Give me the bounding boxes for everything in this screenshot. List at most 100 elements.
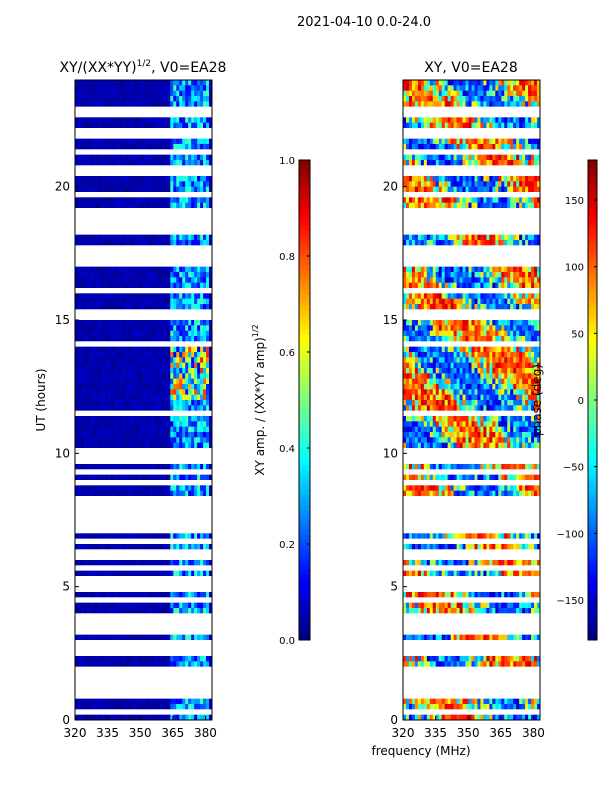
- heatmap-cell: [140, 538, 144, 545]
- heatmap-cell: [167, 581, 171, 588]
- heatmap-cell: [86, 474, 91, 481]
- heatmap-cell: [179, 464, 183, 470]
- heatmap-cell: [75, 432, 79, 438]
- heatmap-cell: [152, 634, 156, 641]
- heatmap-cell: [89, 634, 94, 641]
- heatmap-cell: [173, 506, 177, 513]
- heatmap-cell: [185, 165, 189, 172]
- heatmap-cell: [83, 250, 88, 257]
- heatmap-cell: [83, 80, 88, 86]
- heatmap-cell: [203, 378, 207, 385]
- heatmap-cell: [101, 240, 106, 246]
- heatmap-cell: [173, 128, 177, 134]
- heatmap-cell: [80, 149, 85, 156]
- heatmap-cell: [200, 378, 204, 385]
- heatmap-cell: [116, 117, 121, 124]
- heatmap-cell: [86, 576, 91, 582]
- heatmap-cell: [122, 608, 127, 614]
- heatmap-cell: [98, 202, 103, 209]
- heatmap-cell: [209, 250, 213, 257]
- heatmap-cell: [146, 629, 150, 636]
- heatmap-cell: [134, 544, 138, 550]
- heatmap-cell: [149, 405, 153, 412]
- heatmap-cell: [152, 202, 156, 209]
- heatmap-cell: [77, 384, 82, 390]
- heatmap-cell: [206, 256, 210, 262]
- heatmap-cell: [75, 149, 79, 156]
- heatmap-cell: [203, 474, 207, 481]
- heatmap-cell: [149, 490, 153, 497]
- heatmap-cell: [75, 197, 79, 204]
- heatmap-cell: [164, 181, 168, 188]
- heatmap-cell: [194, 613, 198, 620]
- heatmap-cell: [185, 138, 189, 145]
- heatmap-cell: [197, 352, 201, 358]
- heatmap-cell: [194, 266, 198, 273]
- heatmap-cell: [176, 314, 180, 321]
- heatmap-cell: [143, 613, 147, 620]
- heatmap-cell: [176, 197, 180, 204]
- heatmap-cell: [179, 512, 183, 518]
- heatmap-cell: [122, 272, 127, 278]
- heatmap-cell: [116, 181, 121, 188]
- heatmap-cell: [185, 341, 189, 348]
- heatmap-cell: [116, 186, 121, 193]
- heatmap-cell: [182, 437, 186, 444]
- heatmap-cell: [104, 453, 109, 460]
- heatmap-cell: [125, 229, 130, 236]
- heatmap-cell: [95, 298, 100, 305]
- heatmap-cell: [155, 309, 159, 316]
- heatmap-cell: [176, 256, 180, 262]
- heatmap-cell: [77, 517, 82, 524]
- heatmap-cell: [209, 112, 213, 118]
- heatmap-cell: [125, 442, 130, 449]
- heatmap-cell: [104, 112, 109, 118]
- heatmap-cell: [101, 85, 106, 92]
- heatmap-cell: [140, 213, 144, 220]
- heatmap-cell: [92, 384, 97, 390]
- heatmap-cell: [131, 330, 135, 337]
- heatmap-cell: [191, 464, 195, 470]
- heatmap-cell: [194, 645, 198, 652]
- heatmap-cell: [95, 352, 100, 358]
- heatmap-cell: [146, 240, 150, 246]
- heatmap-cell: [125, 469, 130, 476]
- heatmap-cell: [170, 208, 174, 214]
- heatmap-cell: [140, 368, 144, 374]
- heatmap-cell: [83, 197, 88, 204]
- heatmap-cell: [83, 325, 88, 332]
- heatmap-cell: [158, 293, 162, 300]
- heatmap-cell: [182, 85, 186, 92]
- heatmap-cell: [200, 309, 204, 316]
- heatmap-cell: [182, 309, 186, 316]
- heatmap-cell: [77, 80, 82, 86]
- heatmap-cell: [137, 229, 141, 236]
- heatmap-cell: [128, 368, 132, 374]
- heatmap-cell: [200, 304, 204, 310]
- heatmap-cell: [185, 608, 189, 614]
- heatmap-cell: [92, 202, 97, 209]
- heatmap-cell: [206, 405, 210, 412]
- heatmap-cell: [75, 357, 79, 364]
- heatmap-cell: [155, 218, 159, 225]
- heatmap-cell: [98, 245, 103, 252]
- heatmap-cell: [80, 570, 85, 577]
- heatmap-cell: [164, 400, 168, 406]
- heatmap-cell: [152, 240, 156, 246]
- heatmap-cell: [143, 592, 147, 598]
- heatmap-cell: [125, 410, 130, 417]
- heatmap-cell: [104, 352, 109, 358]
- heatmap-cell: [101, 341, 106, 348]
- heatmap-cell: [110, 656, 115, 662]
- heatmap-cell: [75, 496, 79, 502]
- heatmap-cell: [164, 186, 168, 193]
- heatmap-cell: [167, 192, 171, 198]
- heatmap-cell: [209, 133, 213, 140]
- heatmap-cell: [75, 533, 79, 540]
- heatmap-cell: [167, 384, 171, 390]
- heatmap-cell: [110, 629, 115, 636]
- heatmap-cell: [131, 432, 135, 438]
- heatmap-cell: [155, 282, 159, 289]
- heatmap-cell: [125, 597, 130, 604]
- heatmap-cell: [182, 453, 186, 460]
